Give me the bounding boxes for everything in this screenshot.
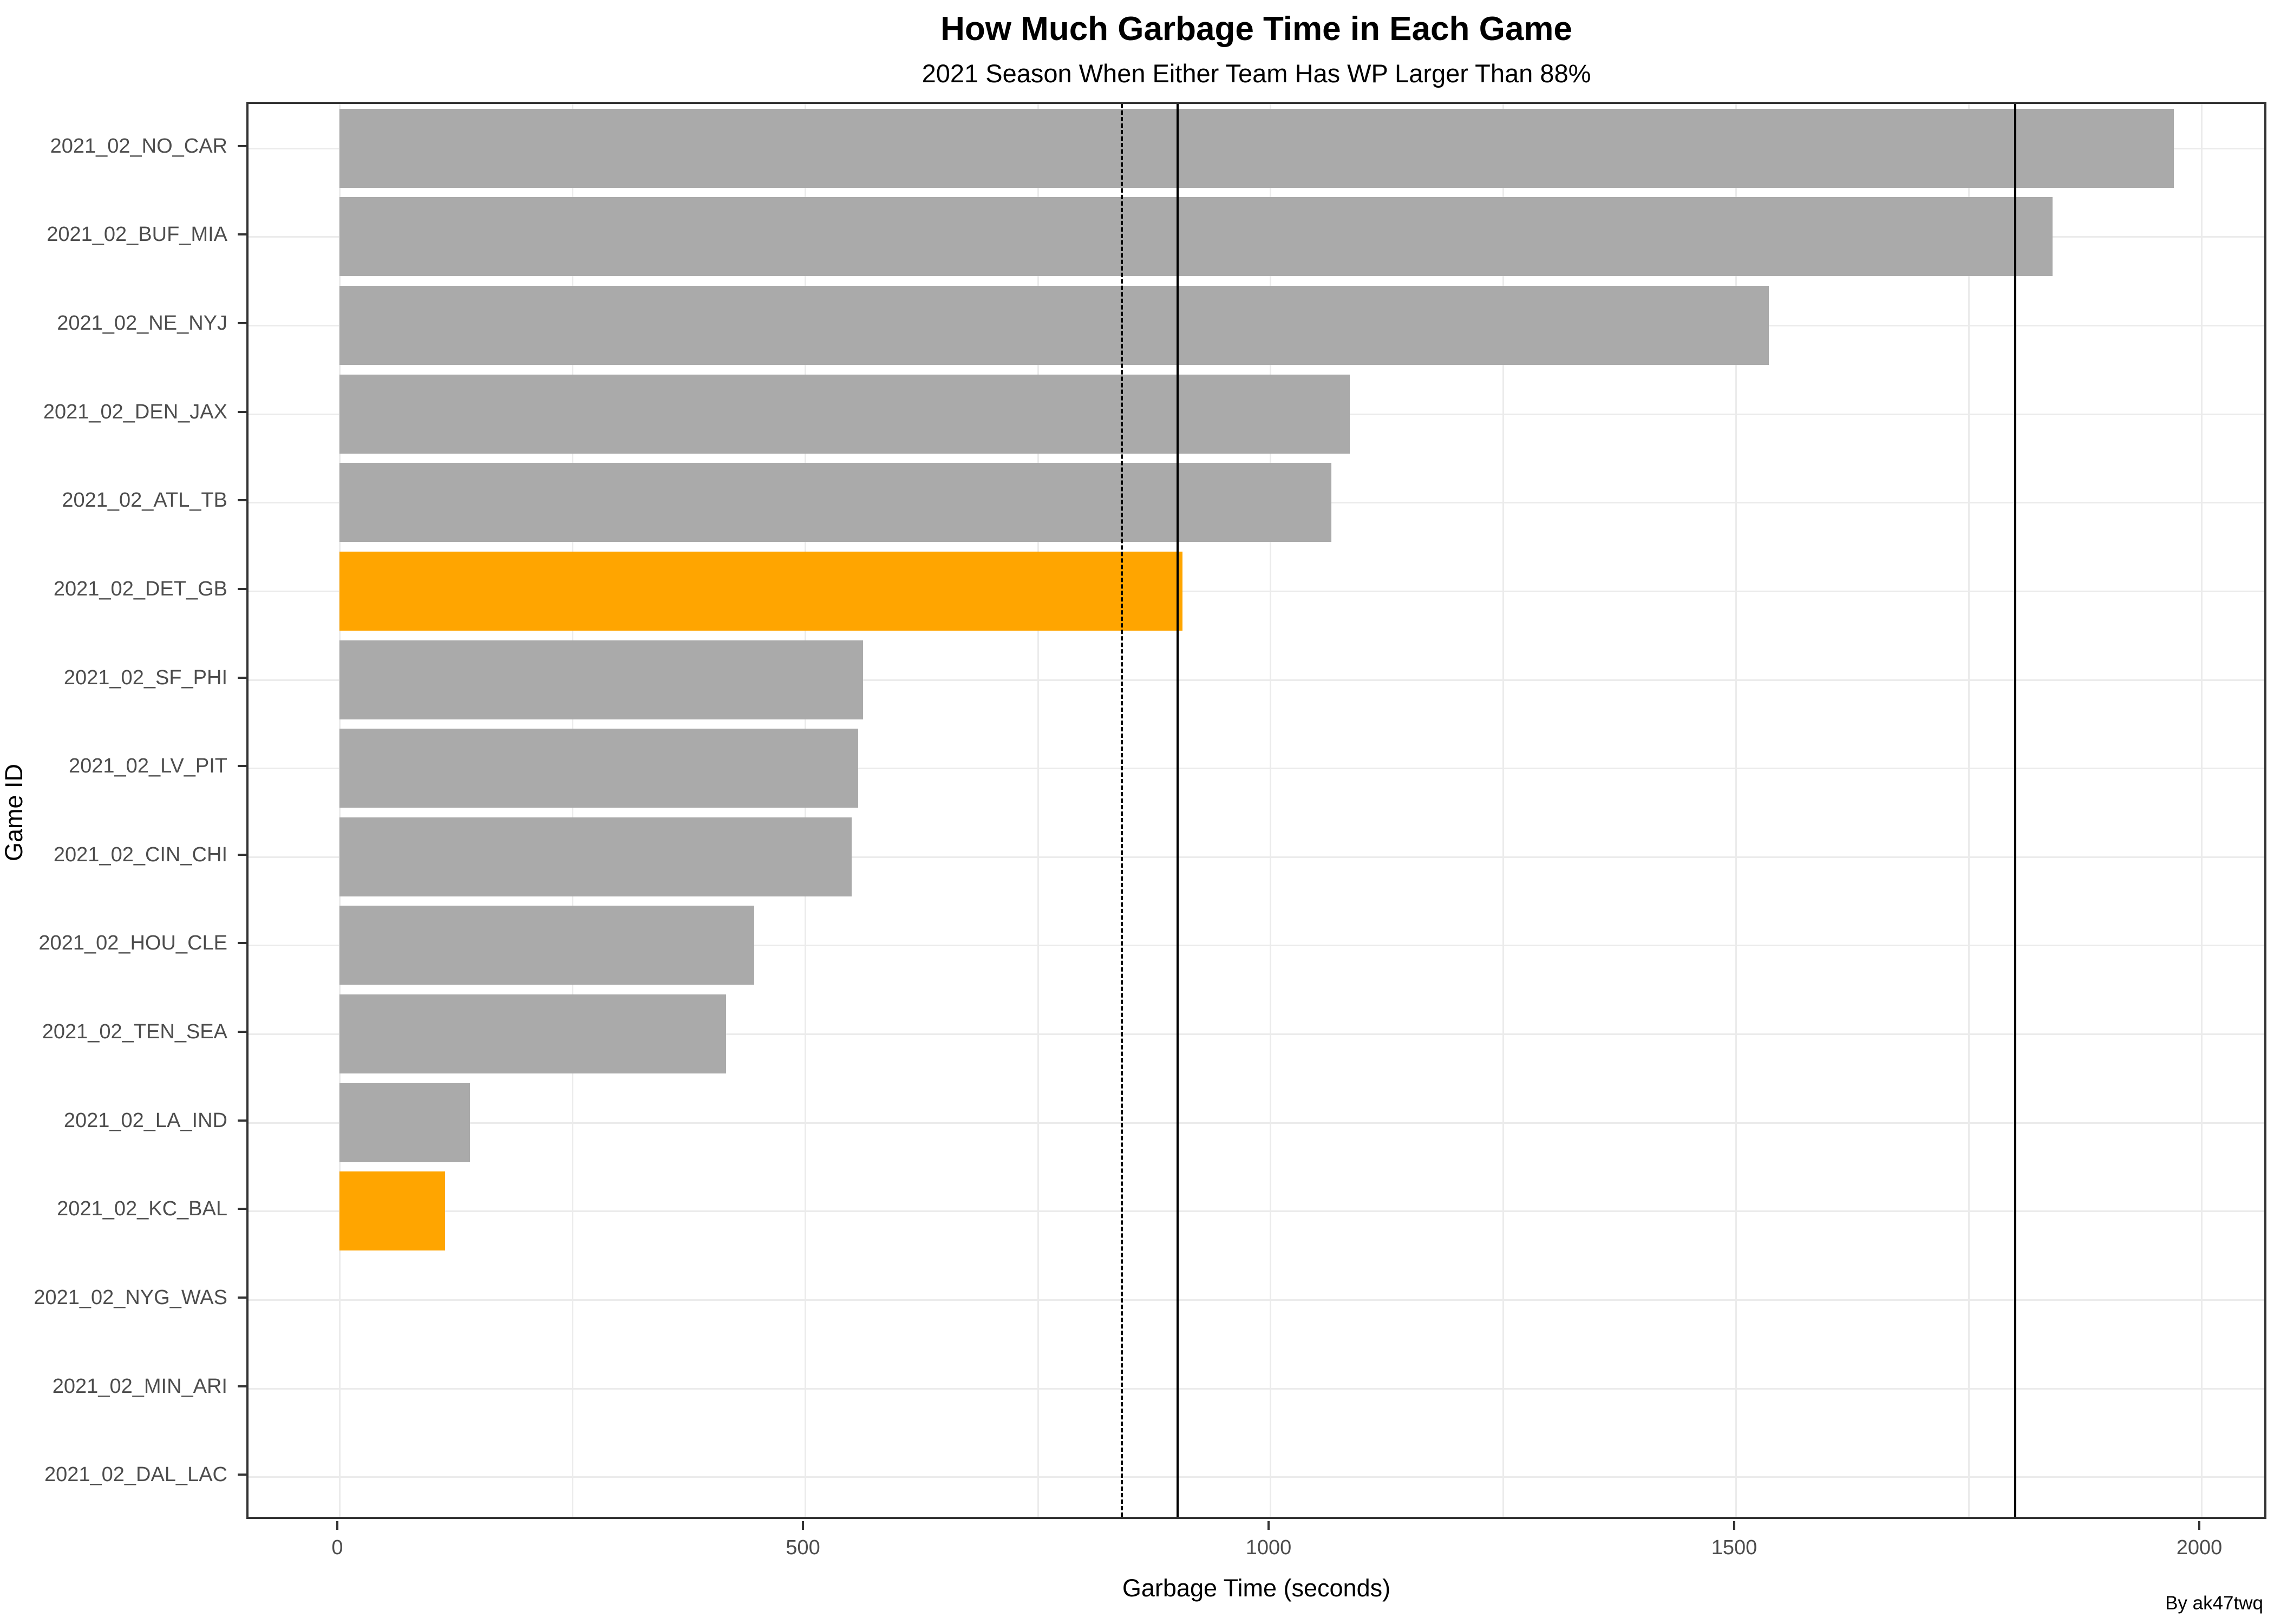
y-gridline bbox=[249, 944, 2264, 946]
y-tick-mark bbox=[238, 1031, 246, 1033]
reference-line-solid-1800 bbox=[2014, 104, 2017, 1517]
y-tick-mark bbox=[238, 677, 246, 679]
y-tick-label-2021_02_DEN_JAX: 2021_02_DEN_JAX bbox=[43, 401, 227, 423]
y-tick-label-2021_02_SF_PHI: 2021_02_SF_PHI bbox=[63, 666, 227, 689]
bar-2021_02_NE_NYJ bbox=[339, 286, 1769, 365]
x-gridline bbox=[1968, 104, 1970, 1517]
y-gridline bbox=[249, 679, 2264, 681]
y-tick-label-2021_02_DET_GB: 2021_02_DET_GB bbox=[53, 578, 227, 600]
y-tick-mark bbox=[238, 588, 246, 590]
bar-2021_02_KC_BAL bbox=[339, 1171, 445, 1250]
y-tick-label-2021_02_NE_NYJ: 2021_02_NE_NYJ bbox=[57, 312, 227, 335]
x-gridline bbox=[1270, 104, 1272, 1517]
bar-2021_02_SF_PHI bbox=[339, 640, 863, 719]
y-tick-label-2021_02_DAL_LAC: 2021_02_DAL_LAC bbox=[44, 1463, 227, 1486]
y-gridline bbox=[249, 1299, 2264, 1301]
bar-2021_02_DEN_JAX bbox=[339, 375, 1350, 454]
y-tick-mark bbox=[238, 411, 246, 413]
y-gridline bbox=[249, 767, 2264, 769]
reference-line-solid-900 bbox=[1176, 104, 1179, 1517]
bar-2021_02_HOU_CLE bbox=[339, 906, 754, 985]
y-tick-label-2021_02_LV_PIT: 2021_02_LV_PIT bbox=[69, 755, 227, 777]
y-tick-label-2021_02_CIN_CHI: 2021_02_CIN_CHI bbox=[53, 843, 227, 866]
y-tick-mark bbox=[238, 322, 246, 324]
x-tick-mark bbox=[336, 1521, 338, 1530]
x-gridline bbox=[571, 104, 573, 1517]
y-tick-label-2021_02_LA_IND: 2021_02_LA_IND bbox=[63, 1109, 227, 1132]
y-tick-label-2021_02_MIN_ARI: 2021_02_MIN_ARI bbox=[52, 1375, 227, 1398]
y-tick-mark bbox=[238, 854, 246, 856]
y-tick-mark bbox=[238, 1474, 246, 1476]
y-tick-mark bbox=[238, 1119, 246, 1122]
y-tick-mark bbox=[238, 499, 246, 501]
x-gridline bbox=[804, 104, 806, 1517]
bar-2021_02_LA_IND bbox=[339, 1083, 471, 1162]
y-tick-mark bbox=[238, 942, 246, 944]
x-tick-mark bbox=[1733, 1521, 1735, 1530]
y-tick-mark bbox=[238, 1208, 246, 1210]
x-tick-mark bbox=[1267, 1521, 1270, 1530]
bar-2021_02_CIN_CHI bbox=[339, 817, 852, 896]
y-tick-mark bbox=[238, 233, 246, 235]
reference-line-dashed-840 bbox=[1120, 104, 1123, 1517]
x-gridline bbox=[1502, 104, 1505, 1517]
y-axis-title: Game ID bbox=[0, 763, 28, 862]
x-tick-label-1500: 1500 bbox=[1711, 1536, 1757, 1559]
y-tick-label-2021_02_BUF_MIA: 2021_02_BUF_MIA bbox=[47, 223, 227, 246]
x-tick-label-2000: 2000 bbox=[2176, 1536, 2223, 1559]
y-gridline bbox=[249, 856, 2264, 858]
bar-2021_02_BUF_MIA bbox=[339, 197, 2053, 276]
y-tick-label-2021_02_TEN_SEA: 2021_02_TEN_SEA bbox=[42, 1020, 227, 1043]
chart-subtitle: 2021 Season When Either Team Has WP Larg… bbox=[922, 59, 1591, 88]
x-tick-mark bbox=[2198, 1521, 2200, 1530]
x-gridline bbox=[1037, 104, 1039, 1517]
x-gridline bbox=[2200, 104, 2203, 1517]
x-axis-title: Garbage Time (seconds) bbox=[1122, 1574, 1391, 1602]
y-gridline bbox=[249, 1387, 2264, 1390]
y-tick-label-2021_02_KC_BAL: 2021_02_KC_BAL bbox=[57, 1197, 227, 1220]
bar-2021_02_DET_GB bbox=[339, 552, 1182, 631]
bar-2021_02_ATL_TB bbox=[339, 463, 1331, 542]
y-tick-mark bbox=[238, 145, 246, 147]
x-tick-label-1000: 1000 bbox=[1245, 1536, 1292, 1559]
plot-panel bbox=[246, 102, 2266, 1519]
bar-2021_02_NO_CAR bbox=[339, 109, 2174, 188]
y-tick-label-2021_02_HOU_CLE: 2021_02_HOU_CLE bbox=[38, 932, 227, 954]
x-tick-label-500: 500 bbox=[786, 1536, 820, 1559]
y-tick-label-2021_02_ATL_TB: 2021_02_ATL_TB bbox=[62, 489, 227, 512]
x-tick-mark bbox=[802, 1521, 804, 1530]
y-tick-label-2021_02_NO_CAR: 2021_02_NO_CAR bbox=[50, 135, 227, 158]
y-gridline bbox=[249, 1033, 2264, 1035]
y-tick-mark bbox=[238, 1385, 246, 1387]
chart-title: How Much Garbage Time in Each Game bbox=[940, 10, 1572, 48]
bar-2021_02_TEN_SEA bbox=[339, 994, 727, 1073]
y-tick-mark bbox=[238, 765, 246, 767]
y-gridline bbox=[249, 1210, 2264, 1212]
author-caption: By ak47twq bbox=[2165, 1593, 2263, 1614]
y-gridline bbox=[249, 590, 2264, 592]
bar-2021_02_LV_PIT bbox=[339, 729, 859, 808]
y-tick-label-2021_02_NYG_WAS: 2021_02_NYG_WAS bbox=[34, 1286, 227, 1309]
x-gridline bbox=[1735, 104, 1737, 1517]
y-gridline bbox=[249, 1122, 2264, 1124]
x-gridline bbox=[338, 104, 341, 1517]
y-gridline bbox=[249, 1476, 2264, 1478]
y-tick-mark bbox=[238, 1296, 246, 1299]
x-tick-label-0: 0 bbox=[331, 1536, 343, 1559]
